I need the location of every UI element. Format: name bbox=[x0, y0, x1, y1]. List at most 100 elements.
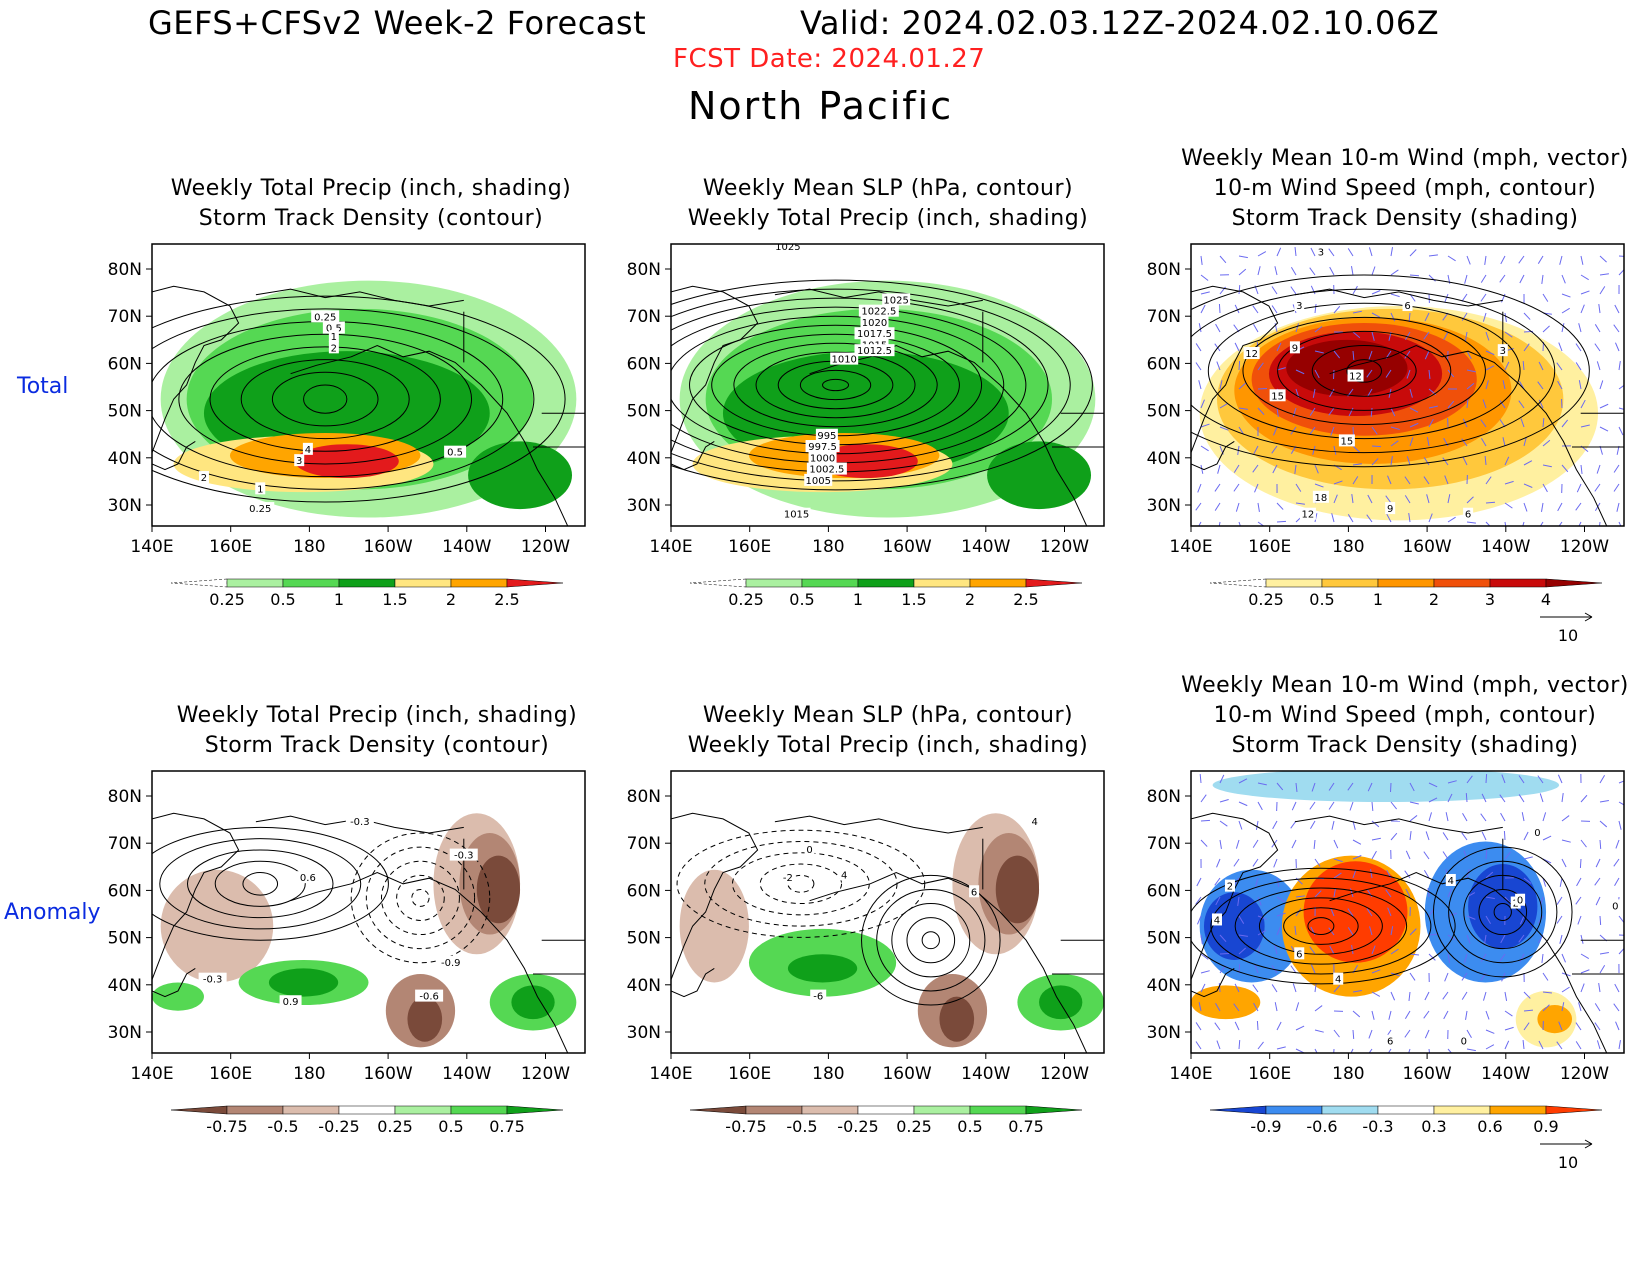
map-frame bbox=[151, 243, 586, 527]
colorbar-segment bbox=[450, 578, 508, 588]
colorbar-segment bbox=[282, 578, 340, 588]
wind-vector bbox=[1447, 516, 1456, 523]
wind-vector bbox=[1214, 1022, 1221, 1031]
wind-vector bbox=[1444, 972, 1449, 982]
lat-label: 40N bbox=[108, 976, 142, 996]
contour-line bbox=[787, 874, 815, 893]
contour-label: -0.6 bbox=[419, 992, 439, 1003]
wind-vector bbox=[1580, 255, 1584, 265]
wind-vector bbox=[1406, 369, 1411, 379]
lon-label: 180 bbox=[1332, 537, 1364, 557]
wind-vector bbox=[1464, 331, 1468, 341]
wind-vector bbox=[1234, 304, 1240, 314]
wind-vector bbox=[1351, 266, 1354, 276]
colorbar: -0.75 -0.5 -0.25 0.25 0.5 0.75 bbox=[170, 1105, 564, 1136]
wind-vector bbox=[1271, 305, 1278, 314]
contour-label: 995 bbox=[817, 431, 836, 442]
wind-vector bbox=[1273, 858, 1278, 868]
wind-vector bbox=[1390, 456, 1393, 466]
lat-label: 40N bbox=[627, 976, 661, 996]
colorbar-arrow bbox=[170, 578, 228, 588]
wind-vector bbox=[1387, 475, 1392, 485]
wind-vector bbox=[1310, 247, 1316, 257]
wind-vector bbox=[1599, 380, 1604, 390]
contour-label: 0.5 bbox=[326, 324, 342, 335]
wind-vector bbox=[1314, 326, 1323, 333]
colorbar-label: 3 bbox=[1485, 590, 1495, 609]
wind-vector bbox=[1371, 331, 1375, 341]
wind-vector bbox=[1347, 782, 1354, 791]
wind-vector bbox=[1484, 934, 1487, 944]
wind-vector bbox=[1423, 851, 1430, 860]
contour-label: 6 bbox=[1465, 510, 1471, 521]
colorbar-label: 2 bbox=[446, 590, 456, 609]
wind-vector bbox=[1218, 982, 1221, 993]
wind-vector bbox=[1409, 249, 1417, 257]
contour-label-bg bbox=[969, 885, 980, 898]
wind-vector bbox=[1274, 945, 1278, 955]
lat-label: 50N bbox=[108, 929, 142, 949]
contour-label-bg bbox=[779, 871, 796, 884]
wind-vector bbox=[1428, 254, 1438, 257]
lon-label: 140W bbox=[442, 537, 491, 557]
wind-vector bbox=[1369, 926, 1373, 936]
coastline bbox=[671, 812, 759, 980]
coastline bbox=[1191, 967, 1235, 998]
wind-vector bbox=[1580, 934, 1584, 944]
colorbar-label: 0.6 bbox=[1477, 1117, 1502, 1136]
wind-vector bbox=[1328, 407, 1335, 416]
wind-vector bbox=[1579, 858, 1582, 869]
wind-vector bbox=[1311, 782, 1316, 792]
colorbar-arrow bbox=[170, 1105, 228, 1115]
wind-vector bbox=[1350, 1048, 1354, 1053]
wind-vector bbox=[1390, 832, 1398, 841]
wind-vector bbox=[1599, 403, 1609, 409]
wind-vector bbox=[1598, 304, 1601, 314]
wind-vector bbox=[1200, 274, 1209, 281]
wind-vector bbox=[1599, 952, 1609, 955]
wind-vector bbox=[1425, 831, 1430, 841]
wind-vector bbox=[1367, 388, 1373, 398]
wind-vector bbox=[1466, 382, 1475, 390]
colorbar-label: 0.25 bbox=[896, 1117, 932, 1136]
wind-vector bbox=[1214, 502, 1221, 511]
wind-vector bbox=[1580, 969, 1590, 974]
wind-vector bbox=[1199, 773, 1202, 784]
contour-label: 3 bbox=[1318, 247, 1324, 258]
contour-label: 12 bbox=[1349, 372, 1362, 383]
wind-vector bbox=[1481, 831, 1487, 841]
colorbar-label: 2 bbox=[1429, 590, 1439, 609]
wind-vector bbox=[1599, 255, 1607, 263]
contour-label-bg bbox=[1497, 344, 1508, 357]
contour-line bbox=[755, 351, 916, 419]
wind-vector bbox=[1294, 926, 1297, 936]
wind-vector bbox=[1580, 839, 1587, 848]
wind-vector bbox=[1466, 369, 1476, 373]
wind-vector bbox=[1409, 928, 1417, 936]
contour-label: 4 bbox=[305, 445, 311, 456]
wind-vector bbox=[1598, 983, 1601, 993]
wind-vector bbox=[1542, 325, 1550, 333]
wind-vector bbox=[1594, 1022, 1601, 1031]
colorbar-segment bbox=[282, 1105, 340, 1115]
lat-label: 50N bbox=[108, 402, 142, 422]
wind-vector bbox=[1482, 312, 1487, 322]
wind-vector bbox=[1256, 1020, 1259, 1031]
wind-vector bbox=[1443, 331, 1449, 341]
contour-label: -2 bbox=[783, 873, 793, 884]
wind-vector bbox=[1409, 815, 1418, 822]
wind-vector bbox=[1480, 813, 1487, 822]
wind-vector bbox=[1580, 304, 1585, 314]
wind-vector bbox=[1257, 407, 1265, 415]
wind-vector bbox=[1368, 1029, 1373, 1039]
wind-vector bbox=[1599, 915, 1602, 926]
wind-vector bbox=[1504, 480, 1514, 485]
wind-vector bbox=[1214, 483, 1221, 492]
lon-label: 140E bbox=[130, 1064, 173, 1084]
wind-vector bbox=[1580, 399, 1586, 409]
colorbar-label: 0.5 bbox=[438, 1117, 463, 1136]
wind-vector bbox=[1238, 426, 1245, 435]
contour-label-bg bbox=[1333, 972, 1344, 985]
colorbar-segment bbox=[857, 578, 915, 588]
colorbar-label: -0.25 bbox=[318, 1117, 359, 1136]
